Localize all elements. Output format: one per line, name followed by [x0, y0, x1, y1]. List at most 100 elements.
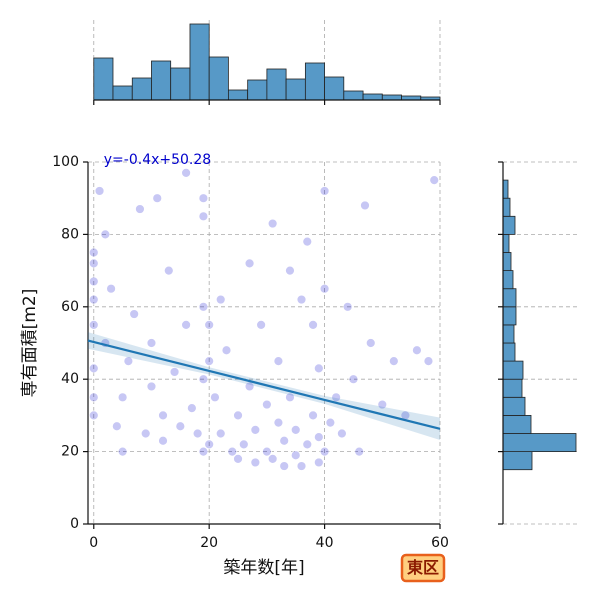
x-tick-label: 20	[200, 535, 218, 551]
regression-line	[87, 339, 441, 430]
point	[313, 363, 324, 374]
point	[360, 200, 370, 211]
point	[302, 439, 313, 450]
point	[279, 461, 290, 471]
point	[285, 265, 295, 276]
point	[140, 428, 151, 439]
point	[192, 428, 203, 439]
point	[198, 446, 209, 457]
histogram-bar	[502, 215, 516, 235]
point	[412, 345, 422, 356]
histogram-bar	[227, 89, 249, 101]
histogram-bar	[502, 414, 532, 434]
point	[319, 283, 330, 294]
point	[319, 186, 330, 196]
point	[273, 417, 284, 428]
point	[123, 356, 134, 367]
point	[135, 204, 145, 214]
point	[198, 374, 209, 385]
annotation: y=-0.4x+50.28	[104, 152, 211, 168]
histogram-bar	[247, 79, 268, 101]
point	[204, 356, 215, 367]
y-tick-label: 0	[70, 516, 79, 532]
confidence-band	[88, 332, 440, 441]
point	[261, 399, 272, 410]
point	[429, 175, 440, 186]
point	[175, 421, 186, 432]
histogram-bar	[93, 57, 114, 101]
y-tick-label: 100	[52, 154, 79, 170]
point	[267, 218, 278, 229]
point	[210, 392, 220, 403]
histogram-bar	[502, 306, 517, 326]
point	[233, 453, 243, 464]
histogram-bar	[362, 93, 383, 101]
y-tick-label: 20	[61, 444, 79, 460]
point	[354, 446, 365, 457]
point	[88, 363, 99, 374]
point	[233, 410, 243, 421]
point	[100, 229, 111, 240]
point	[204, 319, 215, 330]
point	[221, 345, 232, 356]
point	[296, 461, 307, 471]
histogram-bar	[502, 360, 524, 380]
point	[181, 319, 191, 330]
histogram-bar	[208, 56, 229, 101]
point	[129, 309, 140, 319]
histogram-bar	[112, 85, 133, 101]
point	[88, 392, 99, 403]
point	[261, 446, 272, 457]
point	[388, 356, 399, 367]
badge: 東区	[407, 558, 439, 577]
histogram-bar	[502, 342, 516, 362]
histogram-bar	[189, 23, 210, 101]
point	[342, 301, 353, 312]
point	[158, 410, 168, 421]
histogram-bar	[502, 396, 526, 416]
point	[88, 258, 99, 269]
point	[273, 356, 284, 367]
histogram-bar	[324, 76, 345, 101]
point	[88, 247, 99, 258]
point	[267, 453, 278, 464]
histogram-bar	[502, 233, 510, 253]
point	[215, 428, 226, 439]
point	[279, 435, 290, 446]
y-axis-label: 専有面積[m2]	[20, 289, 40, 398]
histogram-bar	[502, 451, 533, 471]
point	[308, 319, 318, 330]
point	[163, 265, 174, 276]
x-tick-label: 40	[316, 535, 334, 551]
point	[106, 283, 116, 294]
point	[290, 424, 301, 435]
histogram-bar	[304, 62, 325, 101]
point	[319, 446, 330, 457]
y-tick-label: 60	[61, 299, 79, 315]
histogram-bar	[502, 288, 517, 308]
point	[169, 367, 180, 377]
point	[146, 381, 157, 392]
histogram-bar	[502, 197, 511, 217]
histogram-bar	[285, 78, 306, 101]
point	[377, 399, 388, 410]
point	[117, 392, 128, 403]
point	[285, 392, 295, 403]
point	[111, 421, 122, 432]
histogram-bar	[502, 324, 515, 344]
point	[204, 439, 215, 450]
point	[423, 356, 434, 367]
histogram-bar	[502, 378, 523, 398]
y-tick-label: 40	[61, 371, 79, 387]
point	[348, 374, 359, 385]
point	[181, 167, 191, 178]
histogram-bar	[131, 77, 152, 101]
point	[250, 424, 261, 435]
histogram-bar	[502, 433, 577, 453]
point	[88, 294, 99, 305]
badge-box	[400, 553, 446, 583]
x-tick-label: 60	[431, 535, 449, 551]
point	[302, 236, 313, 247]
histogram-bar	[381, 94, 402, 101]
